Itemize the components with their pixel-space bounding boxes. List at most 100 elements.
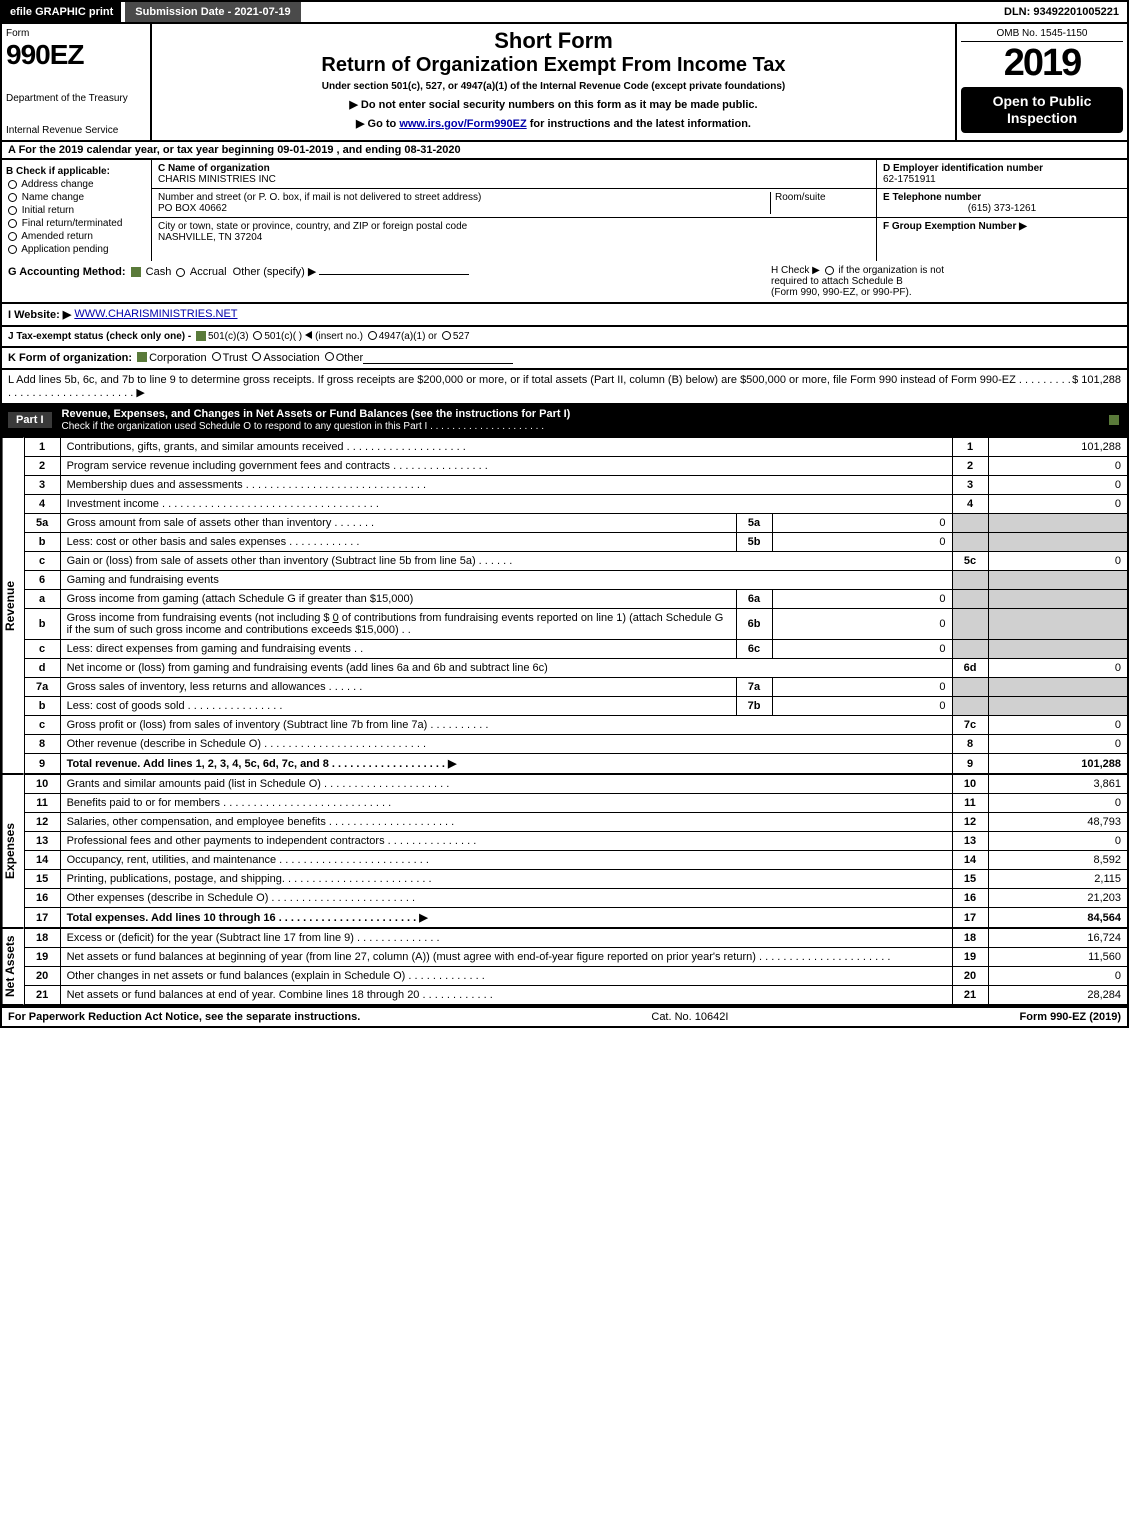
triangle-left-icon	[305, 331, 312, 339]
k-corp: Corporation	[149, 352, 206, 364]
goto-instructions: ▶ Go to www.irs.gov/Form990EZ for instru…	[156, 117, 951, 130]
netassets-table: 18Excess or (deficit) for the year (Subt…	[24, 928, 1129, 1005]
check-name-change[interactable]: Name change	[6, 192, 147, 203]
line-6: 6Gaming and fundraising events	[24, 571, 1128, 590]
check-initial-return[interactable]: Initial return	[6, 205, 147, 216]
check-corporation-icon	[137, 352, 147, 362]
city-cell: City or town, state or province, country…	[152, 218, 876, 246]
line-6d: dNet income or (loss) from gaming and fu…	[24, 659, 1128, 678]
schedule-o-check-icon[interactable]	[1107, 414, 1121, 426]
line-3: 3Membership dues and assessments . . . .…	[24, 476, 1128, 495]
header-left: Form 990EZ Department of the Treasury In…	[2, 24, 152, 140]
j-501c3: 501(c)(3)	[208, 331, 249, 342]
check-address-change[interactable]: Address change	[6, 179, 147, 190]
other-specify-line[interactable]	[319, 274, 469, 275]
line-13: 13Professional fees and other payments t…	[24, 832, 1128, 851]
column-b-checkboxes: B Check if applicable: Address change Na…	[2, 160, 152, 261]
check-4947-icon[interactable]	[368, 331, 377, 340]
line-7b: bLess: cost of goods sold . . . . . . . …	[24, 697, 1128, 716]
part-1-label: Part I	[8, 412, 52, 428]
open-to-public-badge: Open to Public Inspection	[961, 87, 1123, 133]
phone-label: E Telephone number	[883, 192, 981, 203]
row-k-form-org: K Form of organization: Corporation Trus…	[0, 348, 1129, 370]
line-6a: aGross income from gaming (attach Schedu…	[24, 590, 1128, 609]
under-section-text: Under section 501(c), 527, or 4947(a)(1)…	[156, 81, 951, 92]
line-7c: cGross profit or (loss) from sales of in…	[24, 716, 1128, 735]
g-cash: Cash	[146, 266, 172, 278]
form-number: 990EZ	[6, 39, 146, 71]
j-501c: 501(c)( )	[264, 331, 302, 342]
line-19: 19Net assets or fund balances at beginni…	[24, 948, 1128, 967]
line-16: 16Other expenses (describe in Schedule O…	[24, 889, 1128, 908]
phone-value: (615) 373-1261	[883, 203, 1121, 214]
revenue-side-label: Revenue	[2, 437, 24, 774]
h-line2: required to attach Schedule B	[771, 276, 903, 287]
check-other-icon[interactable]	[325, 352, 334, 361]
expenses-side-label: Expenses	[2, 774, 24, 928]
line-18: 18Excess or (deficit) for the year (Subt…	[24, 929, 1128, 948]
goto-pre: ▶ Go to	[356, 118, 399, 130]
room-suite-label: Room/suite	[770, 192, 870, 214]
paperwork-notice: For Paperwork Reduction Act Notice, see …	[8, 1011, 360, 1023]
group-exemption-cell: F Group Exemption Number ▶	[877, 218, 1127, 235]
line-15: 15Printing, publications, postage, and s…	[24, 870, 1128, 889]
i-label: I Website: ▶	[8, 308, 71, 321]
line-9: 9Total revenue. Add lines 1, 2, 3, 4, 5c…	[24, 754, 1128, 774]
check-527-icon[interactable]	[442, 331, 451, 340]
org-name-cell: C Name of organization CHARIS MINISTRIES…	[152, 160, 876, 189]
j-label: J Tax-exempt status (check only one) -	[8, 331, 191, 342]
row-l-gross-receipts: L Add lines 5b, 6c, and 7b to line 9 to …	[0, 370, 1129, 405]
column-c-org-info: C Name of organization CHARIS MINISTRIES…	[152, 160, 877, 261]
check-association-icon[interactable]	[252, 352, 261, 361]
k-assoc: Association	[263, 352, 319, 364]
website-link[interactable]: WWW.CHARISMINISTRIES.NET	[74, 308, 237, 321]
j-4947: 4947(a)(1) or	[379, 331, 437, 342]
submission-date: Submission Date - 2021-07-19	[125, 2, 300, 22]
column-def: D Employer identification number 62-1751…	[877, 160, 1127, 261]
h-checkbox-icon[interactable]	[825, 266, 834, 275]
street-label: Number and street (or P. O. box, if mail…	[158, 192, 481, 203]
expenses-section: Expenses 10Grants and similar amounts pa…	[0, 774, 1129, 928]
short-form-title: Short Form	[156, 28, 951, 54]
line-5c: cGain or (loss) from sale of assets othe…	[24, 552, 1128, 571]
irs-label: Internal Revenue Service	[6, 125, 146, 136]
line-7a: 7aGross sales of inventory, less returns…	[24, 678, 1128, 697]
check-amended-return[interactable]: Amended return	[6, 231, 147, 242]
form-ref: Form 990-EZ (2019)	[1020, 1011, 1121, 1023]
line-6c: cLess: direct expenses from gaming and f…	[24, 640, 1128, 659]
netassets-side-label: Net Assets	[2, 928, 24, 1005]
k-label: K Form of organization:	[8, 352, 132, 364]
j-527: 527	[453, 331, 470, 342]
header-center: Short Form Return of Organization Exempt…	[152, 24, 957, 140]
g-label: G Accounting Method:	[8, 266, 126, 278]
g-accrual: Accrual	[190, 266, 227, 278]
line-10: 10Grants and similar amounts paid (list …	[24, 775, 1128, 794]
check-application-pending[interactable]: Application pending	[6, 244, 147, 255]
street-cell: Number and street (or P. O. box, if mail…	[152, 189, 876, 218]
line-4: 4Investment income . . . . . . . . . . .…	[24, 495, 1128, 514]
header-right: OMB No. 1545-1150 2019 Open to Public In…	[957, 24, 1127, 140]
page-footer: For Paperwork Reduction Act Notice, see …	[0, 1007, 1129, 1028]
tax-year: 2019	[961, 42, 1123, 85]
line-11: 11Benefits paid to or for members . . . …	[24, 794, 1128, 813]
irs-link[interactable]: www.irs.gov/Form990EZ	[399, 118, 526, 130]
revenue-section: Revenue 1Contributions, gifts, grants, a…	[0, 437, 1129, 774]
check-cash-icon	[131, 267, 141, 277]
row-i-website: I Website: ▶ WWW.CHARISMINISTRIES.NET	[0, 304, 1129, 327]
line-21: 21Net assets or fund balances at end of …	[24, 986, 1128, 1005]
check-501c-icon[interactable]	[253, 331, 262, 340]
form-word: Form	[6, 28, 146, 39]
efile-label[interactable]: efile GRAPHIC print	[2, 2, 121, 22]
line-2: 2Program service revenue including gover…	[24, 457, 1128, 476]
check-accrual-icon[interactable]	[176, 268, 185, 277]
check-final-return[interactable]: Final return/terminated	[6, 218, 147, 229]
accounting-method: G Accounting Method: Cash Accrual Other …	[8, 265, 771, 298]
omb-number: OMB No. 1545-1150	[961, 28, 1123, 42]
check-trust-icon[interactable]	[212, 352, 221, 361]
row-j-tax-exempt: J Tax-exempt status (check only one) - 5…	[0, 327, 1129, 348]
h-line1-post: if the organization is not	[836, 265, 944, 276]
k-other-line[interactable]	[363, 352, 513, 364]
line-17: 17Total expenses. Add lines 10 through 1…	[24, 908, 1128, 928]
ssn-warning: ▶ Do not enter social security numbers o…	[156, 98, 951, 111]
cat-number: Cat. No. 10642I	[651, 1011, 728, 1023]
